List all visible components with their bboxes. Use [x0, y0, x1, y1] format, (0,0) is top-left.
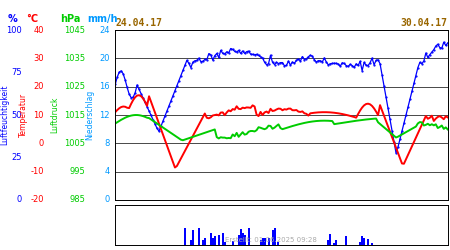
Text: 985: 985: [69, 196, 85, 204]
Text: -10: -10: [31, 167, 44, 176]
Text: 40: 40: [33, 26, 44, 35]
Bar: [210, 233, 212, 245]
Text: 1045: 1045: [64, 26, 85, 35]
Text: 1015: 1015: [64, 110, 85, 120]
Text: 25: 25: [12, 153, 22, 162]
Text: 1035: 1035: [64, 54, 85, 63]
Bar: [222, 234, 224, 245]
Bar: [264, 238, 266, 245]
Text: 24.04.17: 24.04.17: [116, 18, 163, 28]
Bar: [238, 235, 240, 245]
Bar: [327, 240, 329, 245]
Bar: [274, 228, 275, 245]
Text: Erstellt: 01.06.2025 09:28: Erstellt: 01.06.2025 09:28: [225, 237, 317, 243]
Bar: [359, 242, 361, 245]
Bar: [361, 236, 363, 245]
Text: 20: 20: [99, 54, 110, 63]
Text: 30: 30: [33, 54, 44, 63]
Text: 12: 12: [99, 110, 110, 120]
Text: mm/h: mm/h: [88, 14, 118, 24]
Text: -20: -20: [31, 196, 44, 204]
Text: hPa: hPa: [60, 14, 80, 24]
Bar: [202, 240, 204, 245]
Bar: [190, 240, 192, 245]
Bar: [198, 228, 200, 245]
Bar: [240, 229, 242, 245]
Bar: [184, 228, 186, 245]
Text: 24: 24: [99, 26, 110, 35]
Text: 20: 20: [33, 82, 44, 91]
Text: 0: 0: [39, 139, 44, 148]
Bar: [329, 234, 331, 245]
Bar: [261, 238, 264, 245]
Bar: [243, 235, 246, 245]
Bar: [204, 238, 206, 245]
Text: °C: °C: [26, 14, 38, 24]
Bar: [268, 238, 270, 245]
Text: Luftfeuchtigkeit: Luftfeuchtigkeit: [0, 85, 9, 145]
Text: 16: 16: [99, 82, 110, 91]
Bar: [224, 242, 226, 245]
Text: 4: 4: [105, 167, 110, 176]
Text: %: %: [7, 14, 17, 24]
Text: Niederschlag: Niederschlag: [86, 90, 94, 140]
Text: 50: 50: [12, 110, 22, 120]
Bar: [335, 240, 337, 245]
Bar: [212, 238, 214, 245]
Text: Temperatur: Temperatur: [18, 93, 27, 137]
Bar: [278, 242, 279, 245]
Bar: [218, 235, 220, 245]
Bar: [248, 228, 250, 245]
Bar: [192, 230, 194, 245]
Text: 1025: 1025: [64, 82, 85, 91]
Bar: [260, 240, 261, 245]
Bar: [371, 243, 373, 245]
Text: 30.04.17: 30.04.17: [400, 18, 447, 28]
Bar: [232, 241, 234, 245]
Text: 8: 8: [104, 139, 110, 148]
Bar: [363, 238, 365, 245]
Text: 100: 100: [6, 26, 22, 35]
Bar: [345, 236, 347, 245]
Bar: [271, 230, 274, 245]
Text: 1005: 1005: [64, 139, 85, 148]
Text: 75: 75: [11, 68, 22, 77]
Bar: [333, 243, 335, 245]
Text: Luftdruck: Luftdruck: [50, 97, 59, 133]
Text: 0: 0: [17, 196, 22, 204]
Bar: [214, 236, 216, 245]
Text: 995: 995: [69, 167, 85, 176]
Bar: [242, 232, 243, 245]
Text: 10: 10: [33, 110, 44, 120]
Text: 0: 0: [105, 196, 110, 204]
Bar: [367, 239, 369, 245]
